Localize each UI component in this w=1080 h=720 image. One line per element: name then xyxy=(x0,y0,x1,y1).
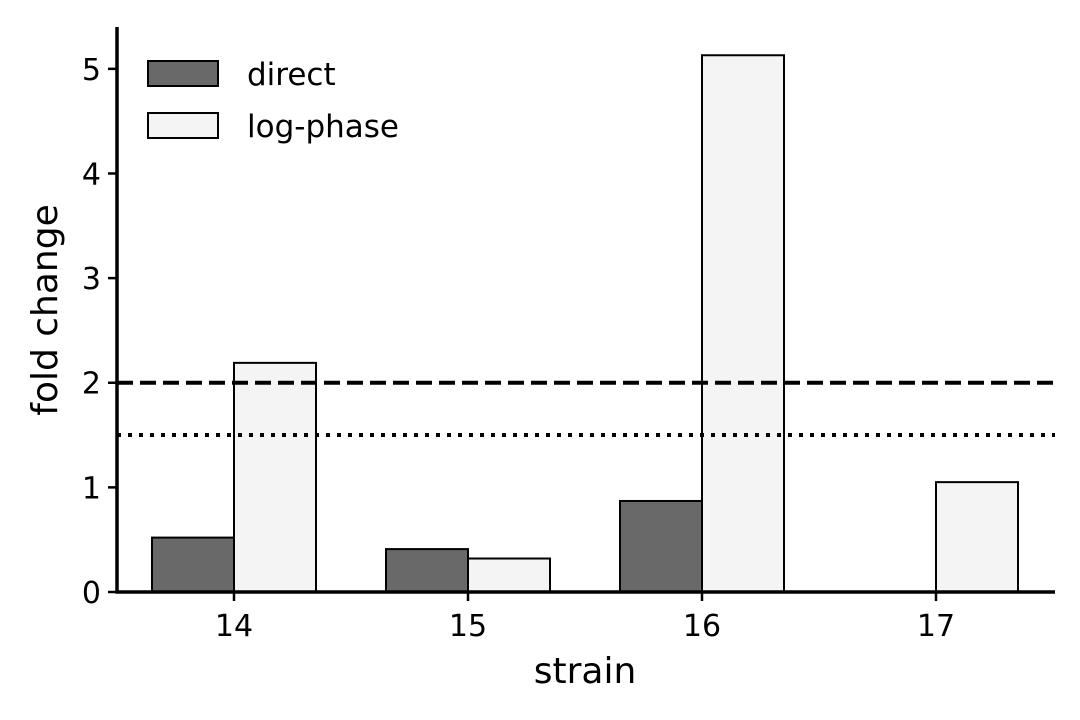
x-tick-label: 17 xyxy=(917,609,955,644)
y-tick-label: 3 xyxy=(82,262,101,297)
y-tick-label: 4 xyxy=(82,157,101,192)
y-tick-label: 0 xyxy=(82,576,101,611)
bar-log-phase-17 xyxy=(935,481,1019,593)
bar-direct-14 xyxy=(151,536,235,593)
x-tick-label: 15 xyxy=(449,609,487,644)
y-tick-label: 1 xyxy=(82,471,101,506)
y-tick-label: 5 xyxy=(82,53,101,88)
x-tick-label: 16 xyxy=(683,609,721,644)
reference-lines xyxy=(117,380,1055,438)
legend-swatch-direct xyxy=(147,60,219,87)
legend-label-log-phase: log-phase xyxy=(247,109,399,145)
bar-log-phase-16 xyxy=(701,54,785,593)
x-tick-label: 14 xyxy=(215,609,253,644)
bar-direct-15 xyxy=(385,548,469,594)
bar-log-phase-15 xyxy=(467,557,551,593)
axes xyxy=(115,27,1055,594)
bar-direct-16 xyxy=(619,499,703,594)
y-tick-label: 2 xyxy=(82,367,101,402)
legend: direct log-phase xyxy=(147,57,399,145)
bar-log-phase-14 xyxy=(233,361,317,593)
bars-layer xyxy=(151,54,1019,594)
legend-swatch-log-phase xyxy=(147,112,219,139)
legend-label-direct: direct xyxy=(247,57,336,93)
tick-labels: 0 1 2 3 4 5 14 15 16 17 xyxy=(82,53,955,644)
y-axis-title: fold change xyxy=(25,204,66,415)
x-axis-title: strain xyxy=(534,651,637,692)
